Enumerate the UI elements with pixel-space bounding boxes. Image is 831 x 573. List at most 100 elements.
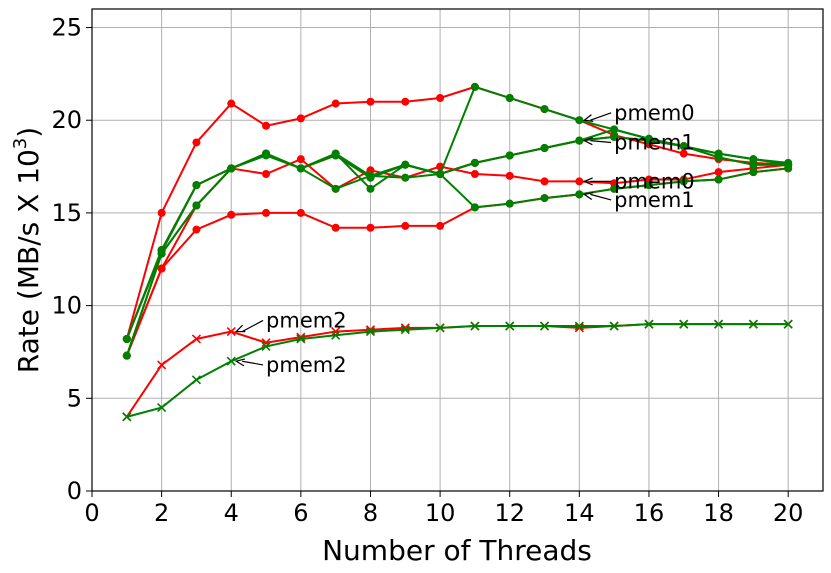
plot-frame: [91, 8, 824, 492]
series-line: [126, 323, 789, 418]
data-point: [366, 223, 375, 232]
data-point: [192, 201, 201, 210]
data-point: [470, 169, 479, 178]
data-point-x: [157, 360, 167, 370]
data-point: [644, 134, 653, 143]
data-point: [296, 208, 305, 217]
y-axis-label-close: ): [12, 127, 45, 138]
data-point: [644, 175, 653, 184]
data-point-x: [644, 319, 654, 329]
annotation-label: pmem0: [614, 101, 695, 125]
data-point: [157, 264, 166, 273]
annotation-label: pmem2: [266, 353, 347, 377]
x-tick-label: 20: [773, 499, 804, 527]
data-point: [714, 168, 723, 177]
data-point: [540, 144, 549, 153]
data-point: [610, 125, 619, 134]
data-point: [192, 138, 201, 147]
data-point: [749, 155, 758, 164]
data-point: [366, 184, 375, 193]
annotation-arrow: [241, 319, 264, 333]
y-tick-label: 0: [67, 477, 82, 505]
data-point-x: [748, 319, 758, 329]
annotation-pmem1: pmem1: [582, 130, 695, 154]
data-point-x: [157, 403, 167, 413]
data-point: [401, 160, 410, 169]
data-point: [366, 171, 375, 180]
x-tick-label: 10: [425, 499, 456, 527]
series-10: [122, 319, 793, 422]
data-point: [714, 175, 723, 184]
ticks: 0 2 4 6 8 10 12 14 16 18 20 0 5 10 15 20 25: [51, 14, 803, 527]
data-point: [227, 210, 236, 219]
data-point: [575, 177, 584, 186]
data-point: [331, 184, 340, 193]
data-point: [679, 177, 688, 186]
data-point: [401, 221, 410, 230]
x-tick-label: 6: [293, 499, 308, 527]
data-point: [470, 82, 479, 91]
data-point: [540, 194, 549, 203]
series-line: [125, 152, 789, 356]
data-point: [262, 121, 271, 130]
x-tick-label: 0: [84, 499, 99, 527]
data-point: [296, 114, 305, 123]
y-tick-label: 20: [51, 106, 82, 134]
data-point: [436, 169, 445, 178]
annotation-pmem0: pmem0: [582, 101, 695, 125]
data-point: [192, 181, 201, 190]
data-point: [331, 223, 340, 232]
data-point: [505, 93, 514, 102]
data-point: [157, 249, 166, 258]
data-point: [505, 151, 514, 160]
annotation-label: pmem2: [266, 308, 347, 332]
data-point: [470, 203, 479, 212]
data-point: [679, 149, 688, 158]
x-tick-label: 12: [494, 499, 525, 527]
data-point: [644, 181, 653, 190]
data-point: [784, 164, 793, 173]
series-2: [122, 132, 793, 343]
x-tick-label: 16: [634, 499, 665, 527]
data-point: [192, 225, 201, 234]
data-point: [610, 184, 619, 193]
data-point-x: [191, 334, 201, 344]
data-point-x: [505, 321, 515, 331]
data-point-x: [296, 334, 306, 344]
data-point-x: [261, 341, 271, 351]
annotation-arrow: [242, 360, 264, 366]
x-axis-label: Number of Threads: [322, 534, 592, 567]
data-point: [470, 158, 479, 167]
annotation-pmem2: pmem2: [234, 308, 347, 333]
data-point: [122, 334, 131, 343]
data-point-x: [191, 375, 201, 385]
annotation-label: pmem1: [614, 188, 695, 212]
annotation-arrow: [590, 193, 612, 201]
data-point: [610, 179, 619, 188]
grid: [91, 9, 823, 492]
annotation-pmem0: pmem0: [582, 169, 695, 193]
data-point: [331, 99, 340, 108]
data-point: [296, 155, 305, 164]
annotation-label: pmem1: [614, 130, 695, 154]
data-point: [540, 177, 549, 186]
y-tick-label: 25: [51, 14, 82, 42]
data-point: [157, 208, 166, 217]
annotation-arrow: [590, 112, 612, 121]
annotation-arrowhead: [582, 177, 593, 186]
data-point: [436, 221, 445, 230]
data-point: [227, 99, 236, 108]
x-tick-label: 2: [154, 499, 169, 527]
data-point-x: [609, 321, 619, 331]
data-point-x: [226, 356, 236, 366]
y-tick-label: 15: [51, 199, 82, 227]
data-point-x: [435, 323, 445, 333]
data-point: [401, 97, 410, 106]
annotation-arrowhead: [582, 114, 594, 122]
data-point: [366, 97, 375, 106]
data-point: [401, 173, 410, 182]
x-tick-label: 8: [363, 499, 378, 527]
y-axis-label-exponent: 3: [10, 138, 31, 149]
series-line: [125, 157, 789, 357]
